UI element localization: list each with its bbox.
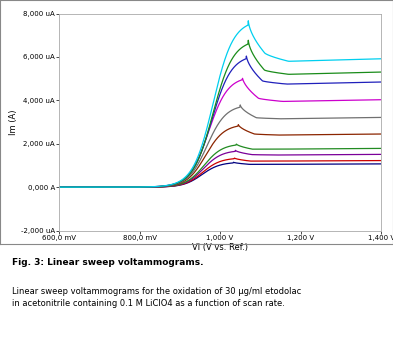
Y-axis label: Im (A): Im (A) [9, 109, 18, 135]
Text: Linear sweep voltammograms for the oxidation of 30 μg/ml etodolac
in acetonitril: Linear sweep voltammograms for the oxida… [12, 287, 301, 307]
X-axis label: Vl (V vs. Ref.): Vl (V vs. Ref.) [192, 243, 248, 253]
Text: Fig. 3: Linear sweep voltammograms.: Fig. 3: Linear sweep voltammograms. [12, 258, 203, 267]
